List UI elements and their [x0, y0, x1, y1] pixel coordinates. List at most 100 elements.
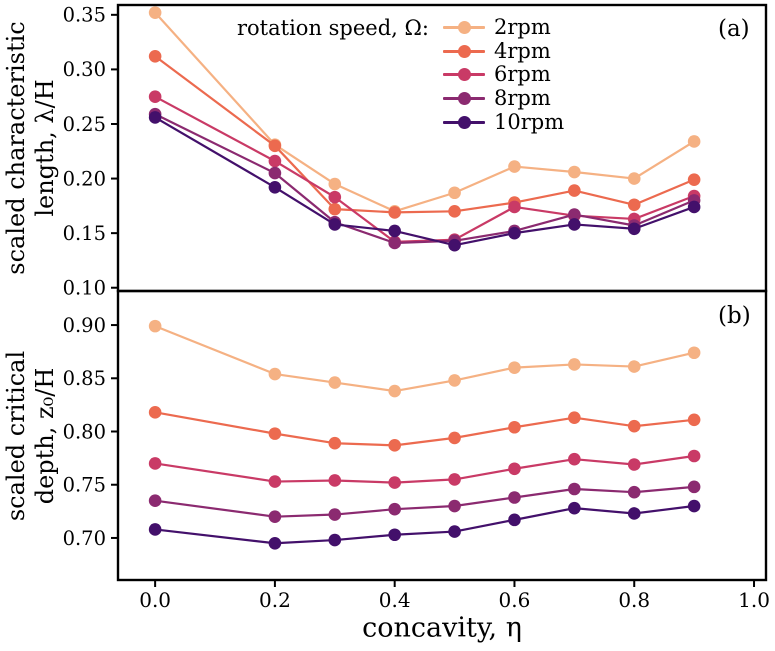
- x-tick-label: 0.4: [379, 588, 411, 612]
- data-point-6rpm: [627, 458, 641, 471]
- y-tick-label: 0.35: [63, 4, 106, 27]
- y-axis-label-b-line2: depth, z₀/H: [31, 367, 59, 505]
- x-tick-label: 0.2: [259, 588, 291, 612]
- data-point-4rpm: [448, 431, 461, 445]
- legend-entry-4rpm: 4rpm: [443, 38, 564, 64]
- data-point-2rpm: [568, 358, 581, 371]
- y-axis-label-a-line1: scaled characteristic: [2, 21, 30, 275]
- data-point-6rpm: [568, 452, 581, 466]
- legend-label: 10rpm: [494, 109, 565, 134]
- y-tick-label: 0.20: [63, 167, 106, 190]
- data-point-4rpm: [687, 173, 701, 186]
- data-point-2rpm: [148, 319, 162, 333]
- x-axis-label: concavity, η: [362, 612, 522, 644]
- data-point-6rpm: [328, 190, 342, 204]
- data-point-10rpm: [687, 200, 701, 214]
- data-point-10rpm: [388, 528, 401, 542]
- data-point-10rpm: [568, 501, 581, 515]
- data-point-4rpm: [268, 427, 282, 440]
- data-point-8rpm: [448, 499, 461, 513]
- data-point-10rpm: [328, 218, 342, 231]
- legend-label: 6rpm: [494, 62, 551, 87]
- data-point-2rpm: [508, 361, 521, 374]
- data-point-2rpm: [448, 374, 461, 387]
- data-point-8rpm: [268, 510, 282, 523]
- data-point-4rpm: [148, 50, 162, 63]
- y-tick-label: 0.10: [63, 277, 106, 300]
- legend-line-marker-icon: [443, 92, 485, 106]
- series-line-2rpm: [154, 325, 696, 393]
- data-point-4rpm: [388, 439, 401, 452]
- data-point-2rpm: [508, 160, 521, 173]
- data-point-6rpm: [148, 90, 162, 103]
- panel-label-b: (b): [718, 303, 751, 329]
- data-point-4rpm: [388, 206, 401, 219]
- data-point-10rpm: [148, 111, 162, 124]
- legend-line-marker-icon: [443, 44, 485, 58]
- y-tick-label: 0.70: [63, 527, 106, 550]
- panel-frame-b: [116, 289, 768, 582]
- data-point-10rpm: [268, 536, 282, 550]
- data-point-8rpm: [388, 502, 401, 516]
- data-point-2rpm: [627, 360, 641, 373]
- data-point-4rpm: [627, 419, 641, 433]
- data-point-10rpm: [268, 180, 282, 194]
- series-line-4rpm: [154, 411, 696, 447]
- data-point-6rpm: [148, 457, 162, 470]
- series-line-6rpm: [154, 454, 696, 484]
- data-point-6rpm: [328, 474, 342, 487]
- data-point-10rpm: [568, 218, 581, 231]
- data-point-8rpm: [388, 236, 401, 250]
- data-point-10rpm: [448, 238, 461, 252]
- legend-label: 8rpm: [494, 86, 551, 111]
- data-point-2rpm: [388, 384, 401, 398]
- data-point-8rpm: [148, 494, 162, 507]
- legend-label: 4rpm: [494, 38, 551, 63]
- data-point-10rpm: [627, 507, 641, 520]
- legend-line-marker-icon: [443, 115, 485, 129]
- y-tick-label: 0.80: [63, 420, 106, 443]
- x-tick-label: 0.8: [618, 588, 650, 612]
- data-point-4rpm: [448, 205, 461, 218]
- data-point-6rpm: [508, 200, 521, 214]
- data-point-4rpm: [268, 139, 282, 153]
- data-point-4rpm: [328, 202, 342, 216]
- data-point-6rpm: [268, 154, 282, 168]
- data-point-10rpm: [148, 523, 162, 536]
- legend-entry-6rpm: 6rpm: [443, 63, 564, 87]
- data-point-6rpm: [388, 476, 401, 489]
- data-point-4rpm: [328, 436, 342, 450]
- data-point-10rpm: [627, 222, 641, 236]
- legend-label: 2rpm: [494, 15, 551, 40]
- legend-entry-2rpm: 2rpm: [443, 16, 564, 40]
- data-point-2rpm: [328, 376, 342, 389]
- data-point-8rpm: [508, 491, 521, 504]
- data-point-10rpm: [328, 533, 342, 547]
- data-point-10rpm: [508, 226, 521, 240]
- data-point-10rpm: [687, 499, 701, 513]
- y-axis-label-b-line1: scaled critical: [2, 350, 30, 522]
- x-tick-label: 1.0: [738, 588, 770, 612]
- data-point-8rpm: [627, 485, 641, 499]
- data-point-10rpm: [508, 513, 521, 527]
- legend-line-marker-icon: [443, 21, 485, 35]
- x-tick-label: 0.0: [139, 588, 171, 612]
- data-point-4rpm: [687, 413, 701, 427]
- data-point-4rpm: [508, 420, 521, 434]
- data-point-6rpm: [508, 462, 521, 476]
- data-point-10rpm: [388, 224, 401, 238]
- data-point-10rpm: [448, 525, 461, 538]
- data-point-6rpm: [448, 473, 461, 486]
- data-point-2rpm: [627, 172, 641, 185]
- y-tick-label: 0.90: [63, 314, 106, 337]
- y-axis-label-a-line2: length, λ/H: [31, 79, 59, 217]
- legend-title: rotation speed, Ω:: [237, 16, 429, 40]
- series-line-10rpm: [154, 116, 696, 247]
- legend: rotation speed, Ω: 2rpm 4rpm 6rpm 8rpm 10rpm: [237, 16, 564, 134]
- data-point-6rpm: [687, 449, 701, 463]
- y-tick-label: 0.25: [63, 113, 106, 136]
- data-point-2rpm: [448, 186, 461, 200]
- y-tick-label: 0.15: [63, 222, 106, 245]
